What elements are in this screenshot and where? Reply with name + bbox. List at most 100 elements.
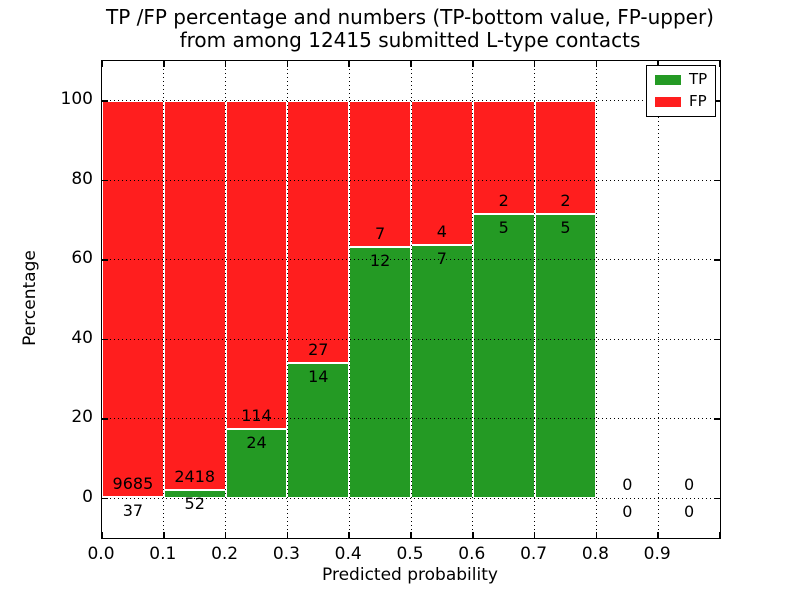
fp-count-label: 2 xyxy=(560,191,571,211)
x-tick-label: 0.4 xyxy=(334,544,362,564)
x-tick-label: 0.9 xyxy=(643,544,671,564)
x-tick-mark xyxy=(533,532,536,538)
grid-line-v xyxy=(595,61,597,538)
y-tick-mark xyxy=(102,497,108,499)
y-tick-label: 80 xyxy=(71,168,93,189)
bar-tp-segment xyxy=(225,429,288,499)
fp-count-label: 0 xyxy=(622,475,633,495)
legend-item-tp: TP xyxy=(655,72,707,87)
x-tick-label: 0.0 xyxy=(87,544,115,564)
grid-line-v xyxy=(534,61,536,538)
x-tick-mark xyxy=(163,532,165,538)
grid-line-v xyxy=(657,61,659,538)
bar-tp-segment xyxy=(472,214,535,499)
x-tick-label: 0.3 xyxy=(272,544,300,564)
x-tick-mark xyxy=(224,532,227,538)
y-tick-label: 100 xyxy=(60,89,93,110)
legend-label-tp: TP xyxy=(689,70,708,88)
fp-count-label: 9685 xyxy=(112,473,154,493)
x-tick-mark xyxy=(286,61,289,67)
fp-count-label: 114 xyxy=(241,406,272,426)
legend-label-fp: FP xyxy=(689,92,707,110)
x-tick-label: 0.2 xyxy=(211,544,239,564)
x-tick-mark xyxy=(286,532,289,538)
grid-line-v xyxy=(163,61,165,538)
x-tick-label: 0.8 xyxy=(581,544,609,564)
x-tick-mark xyxy=(101,532,103,538)
x-tick-label: 0.6 xyxy=(458,544,486,564)
bar-fp-segment xyxy=(287,100,350,363)
y-tick-mark xyxy=(714,100,720,102)
tp-count-label: 37 xyxy=(122,500,144,520)
chart-title: TP /FP percentage and numbers (TP-bottom… xyxy=(60,6,760,52)
x-tick-mark xyxy=(719,532,721,538)
x-tick-mark xyxy=(348,532,350,538)
tp-count-label: 5 xyxy=(498,218,509,238)
x-axis-label: Predicted probability xyxy=(322,565,498,585)
x-tick-mark xyxy=(410,532,412,538)
y-tick-mark xyxy=(714,497,720,499)
grid-line-v xyxy=(410,61,412,538)
x-tick-mark xyxy=(472,532,474,538)
tp-count-label: 0 xyxy=(622,502,633,522)
y-tick-label: 20 xyxy=(71,407,93,428)
bar-fp-segment xyxy=(411,100,473,246)
y-tick-label: 40 xyxy=(71,327,93,348)
x-tick-mark xyxy=(595,61,598,67)
y-tick-mark xyxy=(714,338,720,340)
fp-count-label: 7 xyxy=(374,224,386,244)
y-tick-mark xyxy=(714,418,720,420)
grid-line-v xyxy=(225,61,227,538)
grid-line-v xyxy=(472,61,474,538)
y-tick-mark xyxy=(102,259,108,261)
grid-line-v xyxy=(286,61,288,538)
legend: TP FP xyxy=(646,65,716,117)
tp-count-label: 12 xyxy=(369,251,391,271)
tp-count-label: 52 xyxy=(184,493,205,513)
x-tick-mark xyxy=(410,61,412,67)
fp-count-label: 2418 xyxy=(174,466,216,486)
bar-tp-segment xyxy=(411,245,473,499)
x-tick-mark xyxy=(163,61,165,67)
tp-count-label: 7 xyxy=(436,249,447,269)
y-tick-label: 60 xyxy=(71,248,93,269)
x-tick-label: 0.7 xyxy=(520,544,548,564)
x-tick-mark xyxy=(719,61,721,67)
bar-fp-segment xyxy=(534,100,597,215)
y-tick-mark xyxy=(102,338,108,340)
x-tick-mark xyxy=(657,532,659,538)
tp-count-label: 0 xyxy=(683,502,695,522)
y-tick-mark xyxy=(102,100,108,102)
x-tick-label: 0.5 xyxy=(396,544,424,564)
x-tick-mark xyxy=(348,61,350,67)
grid-line-v xyxy=(348,61,350,538)
chart-title-line2: from among 12415 submitted L-type contac… xyxy=(179,28,641,52)
x-tick-mark xyxy=(657,61,659,67)
bar-tp-segment xyxy=(534,214,597,499)
x-tick-label: 0.1 xyxy=(149,544,177,564)
bar-fp-segment xyxy=(102,100,164,497)
plot-area: 9685 37 2418 52 114 24 27 14 7 12 4 7 2 5 2 5 0 0 0 0 TP FP xyxy=(101,60,721,539)
fp-count-label: 2 xyxy=(498,191,509,211)
tp-count-label: 14 xyxy=(308,366,329,386)
y-tick-mark xyxy=(714,259,720,261)
y-tick-mark xyxy=(102,179,108,181)
bar-fp-segment xyxy=(349,100,411,248)
fp-color-swatch xyxy=(655,96,681,107)
legend-item-fp: FP xyxy=(655,94,707,109)
fp-count-label: 27 xyxy=(308,339,329,359)
chart-title-line1: TP /FP percentage and numbers (TP-bottom… xyxy=(106,5,714,29)
bar-tp-segment xyxy=(349,247,411,499)
tp-count-label: 5 xyxy=(560,218,571,238)
fp-count-label: 0 xyxy=(683,475,695,495)
fp-count-label: 4 xyxy=(436,222,447,242)
x-tick-mark xyxy=(101,61,103,67)
y-tick-mark xyxy=(714,179,720,181)
y-tick-mark xyxy=(102,418,108,420)
x-tick-mark xyxy=(224,61,227,67)
x-tick-mark xyxy=(472,61,474,67)
bar-fp-segment xyxy=(163,100,226,490)
x-tick-mark xyxy=(533,61,536,67)
bar-fp-segment xyxy=(225,100,288,430)
